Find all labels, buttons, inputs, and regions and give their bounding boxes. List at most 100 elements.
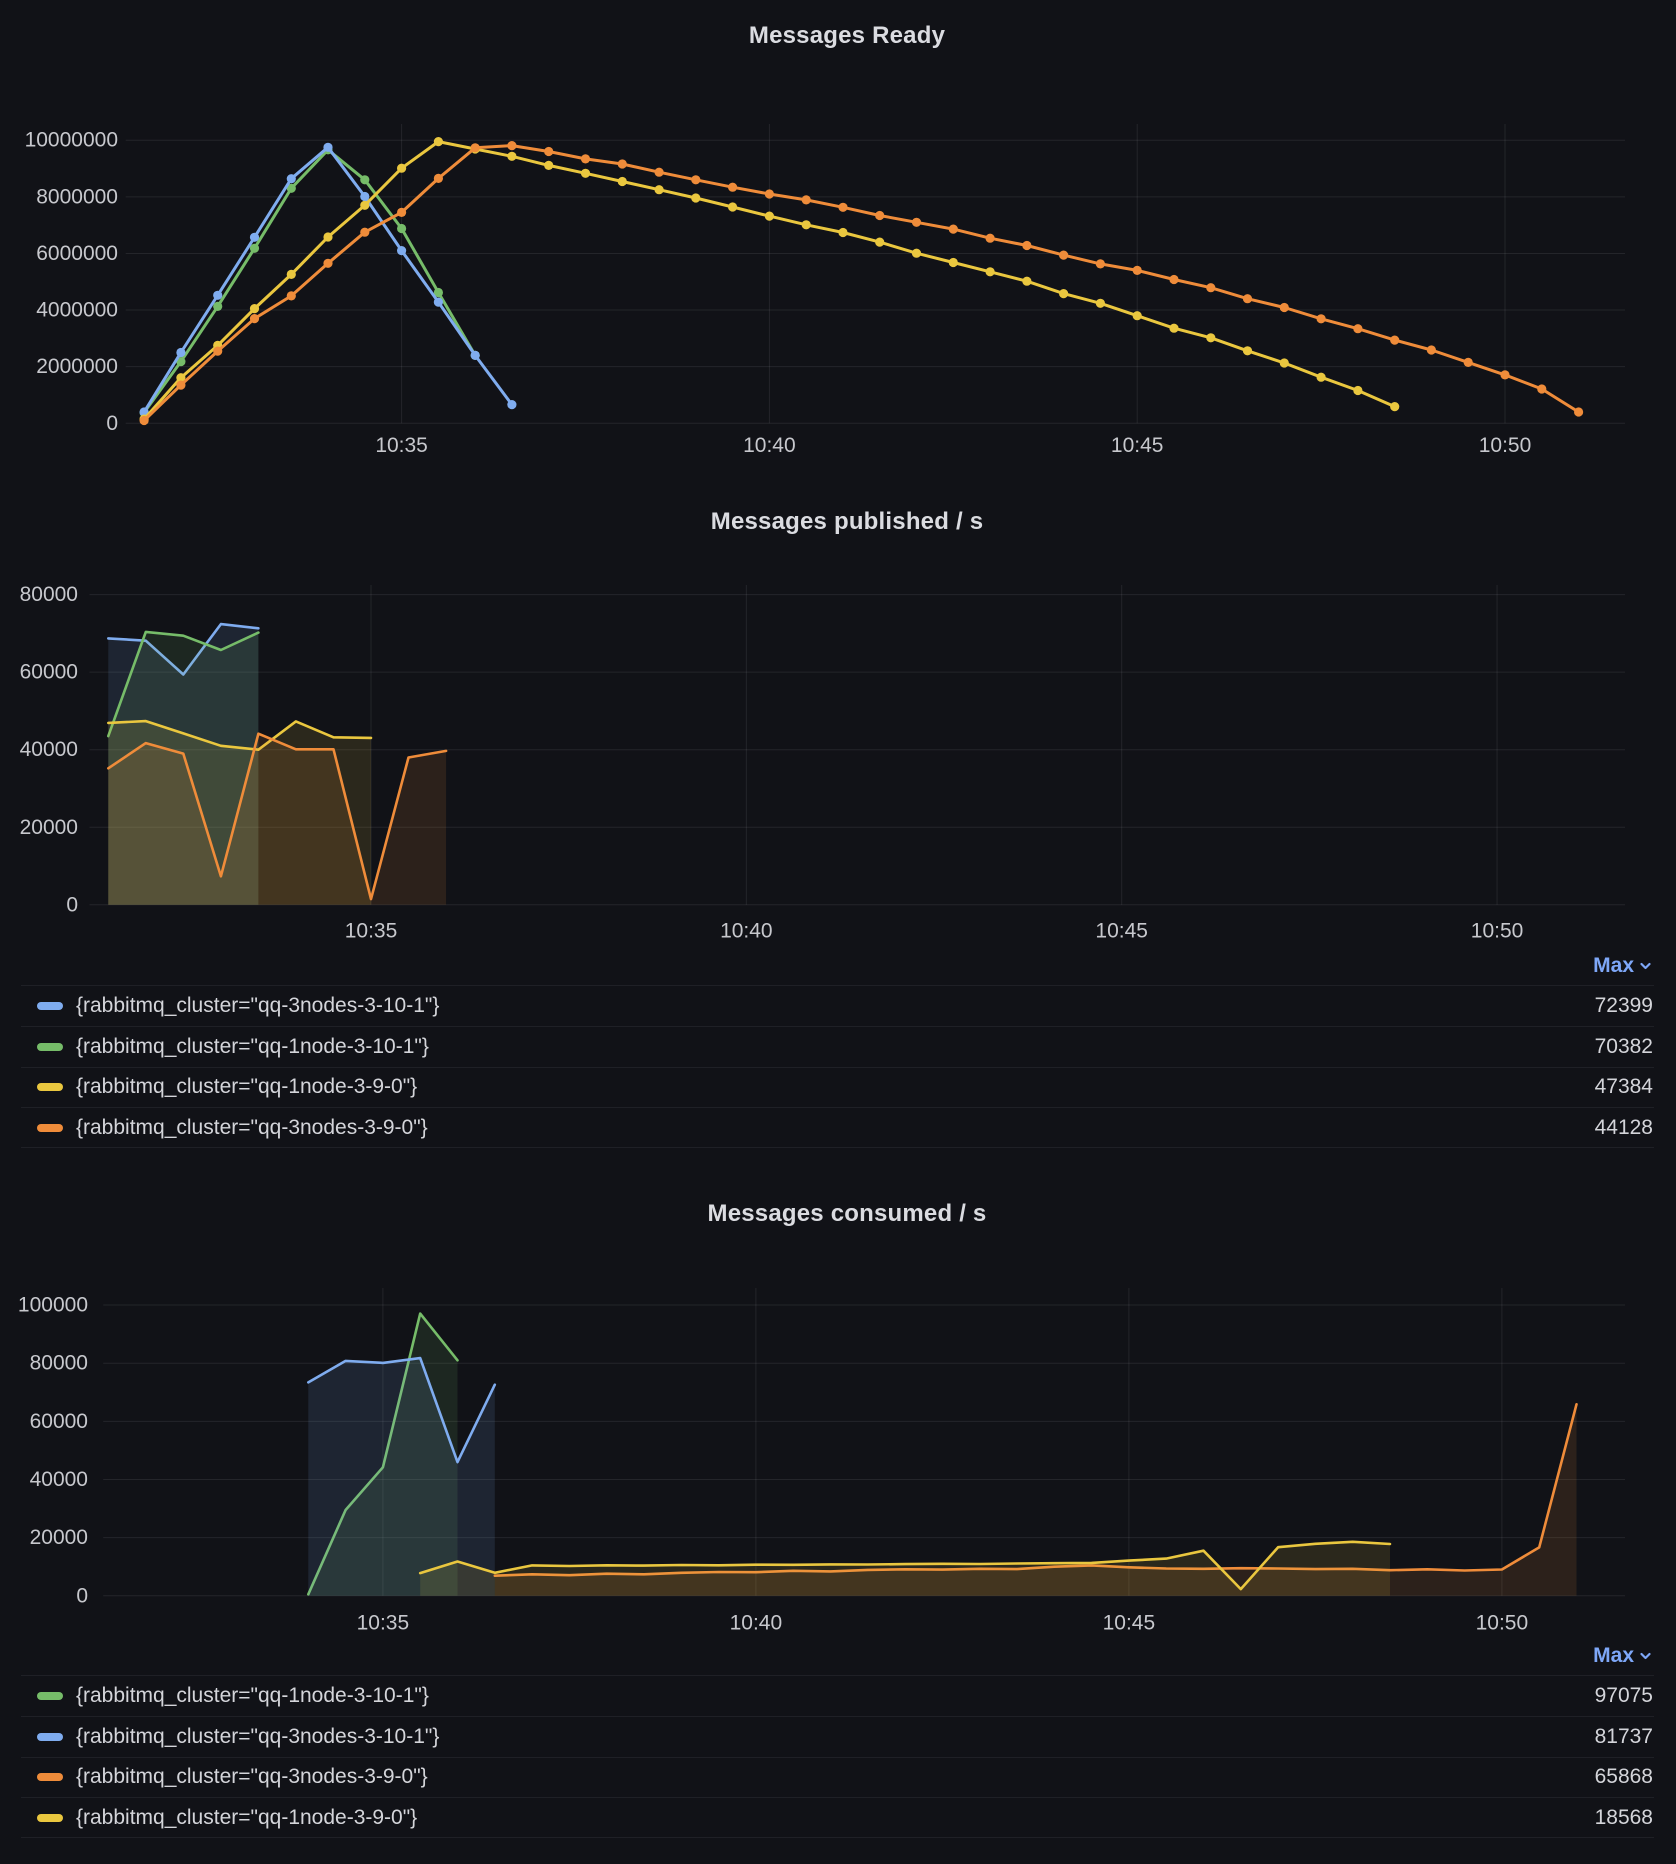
- legend-series-label[interactable]: {rabbitmq_cluster="qq-3nodes-3-10-1"}: [76, 993, 440, 1017]
- y-axis-tick-label: 100000: [18, 1294, 88, 1317]
- legend-row[interactable]: {rabbitmq_cluster="qq-3nodes-3-9-0"} 441…: [21, 1107, 1654, 1149]
- data-point: [580, 168, 591, 178]
- panel-title-messages-consumed: Messages consumed / s: [707, 1200, 987, 1227]
- data-point: [397, 246, 407, 256]
- series-color-marker: [37, 1773, 63, 1782]
- plot-area[interactable]: [126, 124, 1625, 423]
- data-point: [1095, 259, 1105, 269]
- data-point: [911, 248, 922, 258]
- data-point: [1574, 407, 1584, 417]
- series-line: [107, 630, 260, 738]
- legend-row[interactable]: {rabbitmq_cluster="qq-1node-3-9-0"} 4738…: [21, 1066, 1654, 1108]
- data-point: [1500, 370, 1510, 380]
- y-axis-tick-label: 80000: [30, 1352, 88, 1375]
- data-point: [985, 233, 995, 243]
- data-point: [948, 224, 958, 234]
- series-color-marker: [37, 1083, 63, 1092]
- data-point: [249, 314, 260, 324]
- y-axis-tick-label: 80000: [20, 583, 78, 606]
- series-color-marker: [37, 1732, 63, 1741]
- data-point: [360, 227, 370, 237]
- chart-messages-published-s: 0 20000 40000 60000 80000 10:35 10:40 10:45 10:5…: [20, 583, 1626, 943]
- chart-messages-ready: 0 2000000 4000000 6000000 8000000 10000000 10:…: [25, 124, 1625, 457]
- legend-series-label[interactable]: {rabbitmq_cluster="qq-3nodes-3-10-1"}: [76, 1724, 440, 1748]
- data-point: [249, 304, 260, 314]
- legend-series-label[interactable]: {rabbitmq_cluster="qq-3nodes-3-9-0"}: [76, 1765, 428, 1789]
- legend-row[interactable]: {rabbitmq_cluster="qq-1node-3-10-1"} 970…: [21, 1675, 1654, 1716]
- series-line: [107, 719, 373, 751]
- series-color-marker: [37, 1813, 63, 1822]
- panel-title-messages-published: Messages published / s: [710, 508, 984, 535]
- series-area: [308, 1313, 458, 1596]
- series-blue: [139, 142, 517, 417]
- legend-max-value: 18568: [1594, 1805, 1653, 1829]
- data-point: [323, 232, 333, 242]
- plot-area[interactable]: [90, 585, 1626, 905]
- data-point: [1132, 311, 1142, 321]
- x-axis-tick-label: 10:35: [375, 434, 428, 457]
- data-point: [139, 415, 149, 426]
- y-axis-tick-label: 0: [66, 893, 78, 916]
- y-axis-tick-label: 8000000: [36, 185, 118, 208]
- series-green: [107, 630, 260, 905]
- data-point: [213, 290, 223, 300]
- data-point: [801, 195, 811, 205]
- legend-row[interactable]: {rabbitmq_cluster="qq-3nodes-3-10-1"} 81…: [21, 1715, 1654, 1757]
- data-point: [1022, 240, 1032, 251]
- series-color-marker: [37, 1123, 63, 1132]
- legend-series-label[interactable]: {rabbitmq_cluster="qq-1node-3-10-1"}: [76, 1034, 429, 1058]
- legend-row[interactable]: {rabbitmq_cluster="qq-3nodes-3-10-1"} 72…: [21, 985, 1654, 1026]
- legend-row[interactable]: {rabbitmq_cluster="qq-1node-3-10-1"} 703…: [21, 1025, 1654, 1067]
- grid-lines: [103, 1288, 1625, 1597]
- data-point: [801, 220, 811, 230]
- data-point: [1169, 323, 1179, 333]
- series-area: [108, 624, 259, 905]
- y-axis-tick-label: 20000: [20, 816, 78, 839]
- legend-sort-max-button[interactable]: Max: [1593, 954, 1651, 978]
- plot-area[interactable]: [103, 1288, 1625, 1596]
- data-point: [838, 202, 848, 212]
- series-line: [107, 622, 260, 676]
- legend-header: Max: [21, 951, 1654, 981]
- data-point: [397, 207, 407, 217]
- series-color-marker: [37, 1001, 63, 1010]
- data-point: [617, 176, 627, 187]
- data-point: [507, 400, 517, 410]
- data-point: [764, 189, 775, 199]
- data-point: [911, 217, 922, 227]
- data-point: [654, 185, 664, 195]
- x-axis-tick-label: 10:45: [1103, 1612, 1156, 1635]
- chevron-down-icon: [1640, 1652, 1651, 1660]
- legend-series-label[interactable]: {rabbitmq_cluster="qq-1node-3-9-0"}: [76, 1805, 418, 1829]
- grid-lines: [125, 124, 1625, 424]
- data-point: [360, 191, 370, 202]
- data-point: [544, 160, 554, 170]
- data-point: [691, 175, 701, 185]
- data-point: [433, 287, 443, 298]
- legend-series-label[interactable]: {rabbitmq_cluster="qq-1node-3-9-0"}: [76, 1075, 418, 1099]
- x-axis-tick-label: 10:35: [345, 920, 398, 943]
- data-point: [617, 159, 627, 169]
- legend-row[interactable]: {rabbitmq_cluster="qq-1node-3-9-0"} 1856…: [21, 1797, 1654, 1839]
- data-point: [507, 151, 517, 161]
- data-point: [286, 291, 296, 301]
- legend-row[interactable]: {rabbitmq_cluster="qq-3nodes-3-9-0"} 658…: [21, 1756, 1654, 1798]
- data-point: [1242, 346, 1253, 356]
- legend-series-label[interactable]: {rabbitmq_cluster="qq-3nodes-3-9-0"}: [76, 1115, 428, 1139]
- series-area: [420, 1541, 1390, 1596]
- legend-sort-max-button[interactable]: Max: [1593, 1644, 1651, 1668]
- y-axis-tick-label: 4000000: [36, 299, 118, 322]
- y-axis-tick-label: 10000000: [25, 129, 118, 152]
- series-color-marker: [37, 1042, 63, 1051]
- data-point: [948, 257, 958, 268]
- data-point: [1463, 357, 1473, 367]
- data-point: [213, 301, 223, 311]
- chevron-down-icon: [1640, 962, 1651, 970]
- series-blue: [307, 1356, 497, 1596]
- data-point: [470, 143, 480, 153]
- series-area: [108, 631, 259, 905]
- y-axis-tick-label: 60000: [30, 1410, 88, 1433]
- data-point: [249, 232, 260, 242]
- legend-header: Max: [21, 1641, 1654, 1671]
- legend-series-label[interactable]: {rabbitmq_cluster="qq-1node-3-10-1"}: [76, 1683, 429, 1707]
